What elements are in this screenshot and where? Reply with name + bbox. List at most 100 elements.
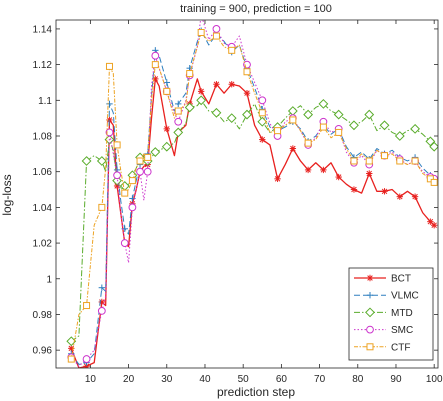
marker-shape — [136, 167, 144, 176]
data-point-mtd — [303, 109, 314, 120]
legend-item-mtd: MTD — [354, 307, 413, 319]
marker-shape — [212, 25, 221, 33]
data-point-mtd — [394, 131, 405, 141]
data-point-mtd — [173, 127, 184, 138]
marker-shape — [410, 123, 420, 134]
data-point-mtd — [211, 107, 222, 118]
legend-label-mtd: MTD — [391, 308, 413, 319]
marker-shape — [97, 306, 106, 315]
legend-item-ctf: CTF — [354, 342, 410, 353]
marker-shape — [151, 51, 160, 60]
y-tick-label: 1.04 — [33, 203, 53, 214]
data-point-vlmc — [98, 284, 106, 291]
series-bct — [68, 75, 438, 368]
y-tick-label: 1.08 — [33, 132, 53, 143]
series-ctf — [67, 28, 438, 363]
data-point-ctf — [381, 152, 389, 160]
marker-stroke — [259, 136, 266, 143]
data-point-bct — [350, 186, 358, 193]
data-point-ctf — [228, 46, 236, 54]
y-tick-label: 1.12 — [33, 60, 53, 71]
data-point-bct — [381, 188, 388, 195]
data-point-smc — [120, 239, 129, 247]
x-tick-label: 20 — [123, 374, 135, 385]
data-point-bct — [274, 175, 281, 183]
data-point-bct — [289, 145, 297, 152]
marker-shape — [396, 157, 404, 165]
marker-shape — [184, 102, 195, 113]
data-point-vlmc — [163, 79, 170, 86]
data-point-ctf — [319, 123, 327, 131]
series-line-vlmc — [70, 30, 435, 365]
legend-label-ctf: CTF — [391, 342, 410, 353]
data-point-bct — [396, 193, 403, 200]
x-tick-label: 90 — [390, 374, 402, 385]
marker-shape — [429, 141, 438, 152]
marker-stroke — [397, 193, 403, 200]
data-point-vlmc — [106, 100, 113, 108]
data-point-smc — [151, 51, 160, 60]
marker-shape — [426, 175, 434, 183]
marker-shape — [226, 113, 237, 124]
marker-shape — [411, 157, 419, 165]
marker-shape — [121, 189, 129, 197]
legend-box — [348, 267, 434, 361]
marker-stroke — [351, 186, 357, 193]
marker-shape — [173, 127, 184, 138]
data-point-ctf — [144, 153, 152, 161]
marker-shape — [349, 120, 359, 131]
legend-label-vlmc: VLMC — [391, 291, 419, 302]
marker-shape — [365, 307, 375, 318]
marker-stroke — [198, 88, 204, 95]
data-point-ctf — [113, 141, 121, 149]
data-point-ctf — [426, 175, 434, 183]
axes-frame — [55, 19, 439, 369]
data-point-ctf — [163, 87, 171, 95]
data-point-ctf — [243, 68, 251, 76]
marker-stroke — [427, 218, 434, 225]
marker-shape — [211, 107, 222, 118]
marker-shape — [174, 107, 182, 115]
marker-shape — [197, 28, 205, 36]
marker-shape — [174, 117, 183, 126]
data-point-mtd — [96, 156, 107, 166]
y-tick-label: 1.06 — [33, 167, 53, 178]
marker-shape — [196, 95, 207, 106]
data-point-bct — [366, 170, 373, 177]
y-tick-label: 1 — [46, 274, 52, 285]
series-layer — [66, 20, 438, 368]
marker-shape — [112, 175, 123, 186]
data-point-bct — [259, 136, 266, 143]
marker-shape — [303, 109, 314, 120]
data-point-smc — [105, 128, 114, 137]
data-point-mtd — [150, 147, 161, 157]
marker-shape — [136, 157, 144, 165]
series-line-ctf — [70, 31, 435, 360]
x-tick-label: 100 — [426, 374, 443, 385]
marker-shape — [144, 153, 152, 161]
marker-shape — [81, 156, 92, 166]
marker-stroke — [320, 167, 327, 173]
data-point-bct — [197, 88, 205, 95]
data-point-smc — [212, 25, 221, 33]
marker-shape — [96, 156, 107, 166]
marker-shape — [335, 128, 343, 136]
data-point-ctf — [98, 203, 106, 211]
x-tick-label: 70 — [314, 374, 326, 385]
data-point-ctf — [212, 32, 220, 40]
data-point-mtd — [364, 109, 375, 120]
marker-shape — [379, 120, 390, 131]
y-tick-label: 0.98 — [33, 310, 53, 321]
marker-stroke — [274, 176, 281, 182]
data-point-mtd — [318, 98, 329, 109]
marker-stroke — [367, 275, 373, 281]
marker-stroke — [381, 188, 388, 195]
x-axis-label: prediction step — [217, 385, 295, 399]
data-point-ctf — [365, 157, 373, 165]
marker-shape — [243, 68, 251, 76]
marker-shape — [151, 61, 159, 69]
data-point-ctf — [151, 61, 159, 69]
marker-stroke — [228, 81, 235, 87]
marker-shape — [82, 355, 91, 363]
